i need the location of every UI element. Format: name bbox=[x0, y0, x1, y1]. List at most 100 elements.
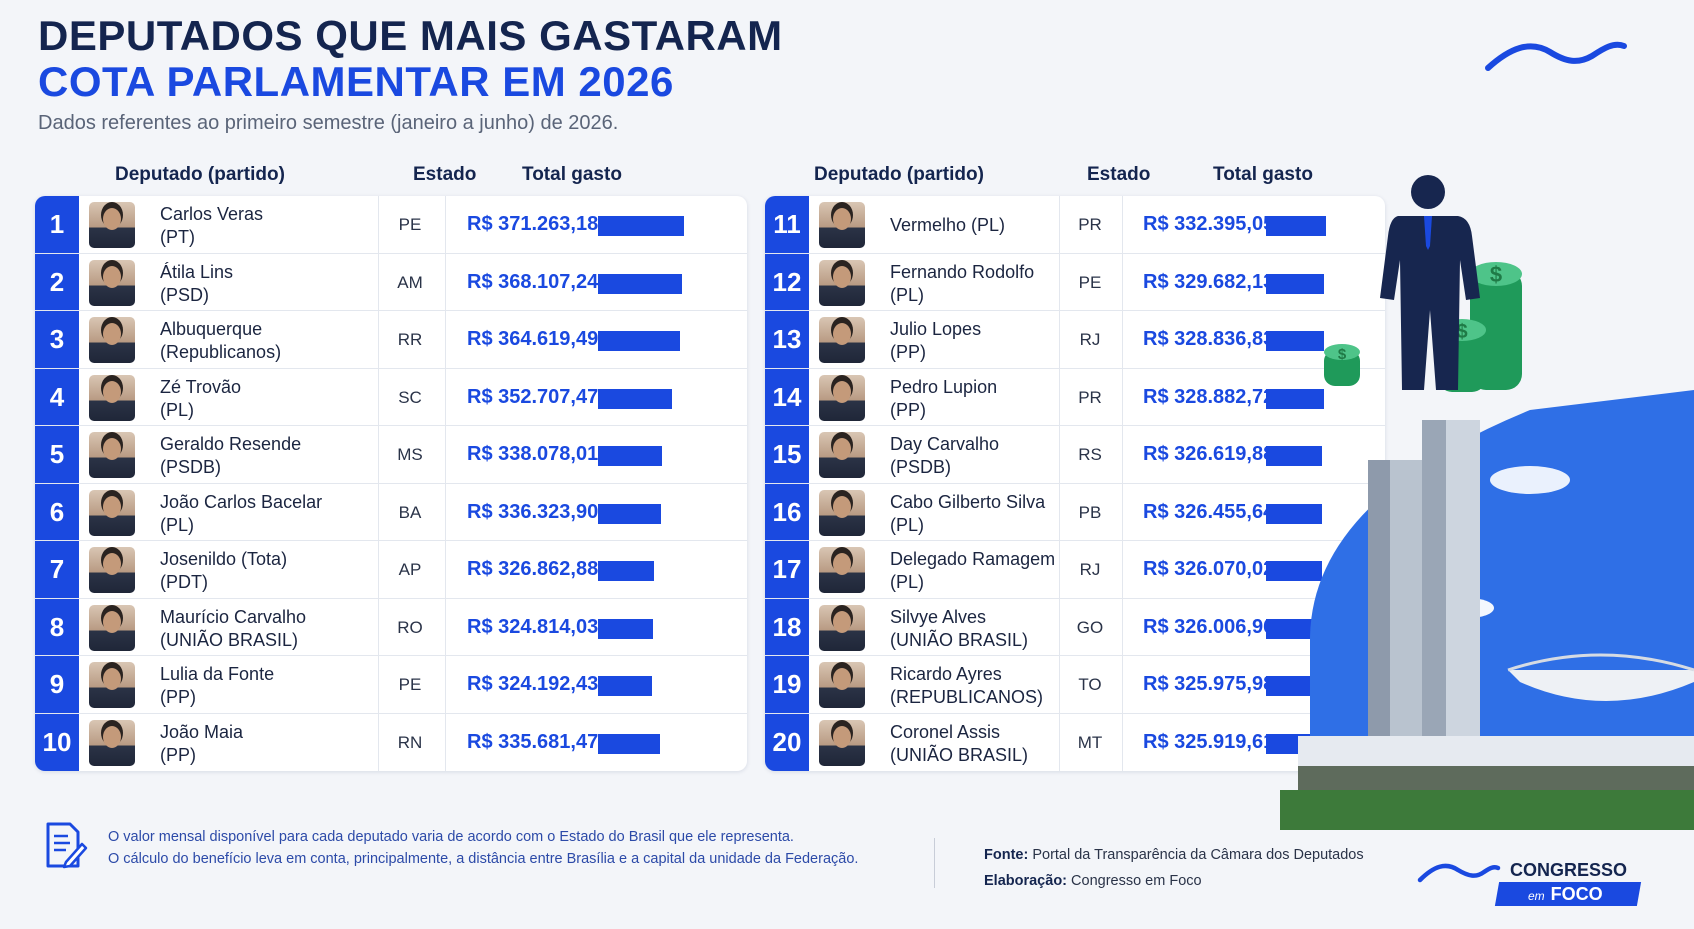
page-title-highlight: COTA PARLAMENTAR EM 2026 bbox=[38, 58, 674, 105]
deputy-party: (PP) bbox=[890, 342, 926, 362]
table-row: 3 Albuquerque (Republicanos) RR R$ 364.619,4… bbox=[35, 311, 747, 369]
avatar bbox=[819, 489, 865, 536]
column-divider bbox=[378, 368, 379, 425]
table-row: 16 Cabo Gilberto Silva (PL) PB R$ 326.455,64 bbox=[765, 483, 1385, 541]
rank-number: 19 bbox=[772, 669, 802, 699]
spending-bar bbox=[1266, 273, 1324, 294]
deputy-name: Albuquerque (Republicanos) bbox=[160, 318, 400, 364]
deputy-party: (PL) bbox=[160, 399, 195, 420]
total-spent: R$ 326.070,02 bbox=[1143, 558, 1275, 580]
deputy-name-text: Silvye Alves bbox=[890, 606, 987, 627]
state-code: RR bbox=[397, 330, 423, 349]
page-title: DEPUTADOS QUE MAIS GASTARAM bbox=[38, 12, 783, 59]
deputy-name: Geraldo Resende (PSDB) bbox=[160, 433, 400, 479]
deputy-name-text: Ricardo Ayres bbox=[890, 664, 1002, 684]
rank-band bbox=[765, 713, 809, 771]
rank-band bbox=[765, 253, 809, 310]
illustration: $ $ $ bbox=[1280, 175, 1694, 830]
deputy-party: (PP) bbox=[160, 687, 196, 707]
spending-bar bbox=[1266, 561, 1322, 581]
rank-band bbox=[35, 253, 79, 310]
column-divider bbox=[1122, 713, 1123, 771]
column-divider bbox=[1122, 598, 1123, 655]
footnote: O valor mensal disponível para cada depu… bbox=[108, 829, 859, 867]
deputy-name: Vermelho (PL) bbox=[890, 214, 1130, 237]
rank-band bbox=[765, 426, 809, 483]
spending-bar bbox=[1266, 216, 1326, 236]
deputy-party: (PP) bbox=[160, 744, 196, 765]
total-spent: R$ 332.395,05 bbox=[1143, 213, 1275, 235]
deputy-name: Ricardo Ayres (REPUBLICANOS) bbox=[890, 663, 1130, 709]
total-spent: R$ 371.263,18 bbox=[467, 213, 599, 235]
column-divider bbox=[1059, 196, 1060, 253]
column-divider bbox=[445, 368, 446, 425]
col-estado: Estado bbox=[413, 164, 477, 185]
deputy-party: (UNIÃO BRASIL) bbox=[160, 629, 299, 650]
avatar bbox=[819, 662, 865, 708]
deputy-party: (PL) bbox=[890, 572, 925, 592]
deputy-name-text: Átila Lins bbox=[160, 261, 234, 282]
table-row: 2 Átila Lins (PSD) AM R$ 368.107,24 bbox=[35, 253, 747, 311]
rank-band bbox=[35, 426, 79, 483]
avatar bbox=[819, 202, 865, 248]
congress-building-icon bbox=[1280, 390, 1694, 830]
deputy-name-text: Carlos Veras bbox=[160, 204, 264, 224]
deputy-name: Lulia da Fonte (PP) bbox=[160, 663, 400, 709]
wave-logo-icon bbox=[1485, 41, 1627, 71]
col-estado: Estado bbox=[1087, 164, 1151, 185]
total-spent: R$ 325.919,61 bbox=[1143, 730, 1275, 753]
rank-number: 6 bbox=[49, 496, 65, 527]
avatar bbox=[819, 317, 865, 363]
deputy-name: Delegado Ramagem (PL) bbox=[890, 548, 1130, 594]
deputy-party: (UNIÃO BRASIL) bbox=[890, 744, 1029, 765]
column-divider bbox=[1059, 713, 1060, 771]
state-code: RO bbox=[397, 617, 423, 637]
avatar bbox=[819, 374, 865, 421]
total-spent: R$ 324.814,03 bbox=[467, 615, 599, 638]
deputy-name: João Carlos Bacelar (PL) bbox=[160, 491, 400, 537]
column-divider bbox=[1059, 368, 1060, 425]
rank-number: 10 bbox=[42, 726, 72, 757]
rank-band bbox=[35, 483, 79, 540]
table-row: 15 Day Carvalho (PSDB) RS R$ 326.619,88 bbox=[765, 426, 1385, 484]
state-code: TO bbox=[1078, 675, 1102, 694]
table-body: 11 Vermelho (PL) PR R$ 332.395,05 12 Fernando… bbox=[765, 196, 1385, 771]
state-code: RS bbox=[1078, 445, 1102, 464]
column-divider bbox=[378, 483, 379, 540]
rank-band bbox=[35, 368, 79, 425]
rank-number: 11 bbox=[773, 209, 801, 239]
state-code: RN bbox=[397, 732, 423, 752]
avatar bbox=[89, 662, 135, 708]
column-divider bbox=[445, 426, 446, 483]
total-spent: R$ 324.192,43 bbox=[467, 673, 599, 695]
deputy-name-text: Josenildo (Tota) bbox=[160, 549, 288, 569]
rank-number: 1 bbox=[49, 209, 65, 239]
state-code: AP bbox=[398, 560, 422, 579]
ranking-table-right: Deputado (partido) Estado Total gasto 11… bbox=[765, 158, 1385, 771]
table-row: 19 Ricardo Ayres (REPUBLICANOS) TO R$ 325.97… bbox=[765, 656, 1385, 714]
column-divider bbox=[1122, 483, 1123, 540]
spending-bar bbox=[1266, 676, 1322, 696]
avatar bbox=[89, 489, 135, 536]
deputy-name: Coronel Assis (UNIÃO BRASIL) bbox=[890, 721, 1130, 767]
column-divider bbox=[445, 541, 446, 598]
rank-band bbox=[765, 311, 809, 368]
column-divider bbox=[1122, 541, 1123, 598]
deputy-name-text: Day Carvalho bbox=[890, 434, 1000, 454]
deputy-party: (PSD) bbox=[160, 284, 209, 305]
column-divider bbox=[445, 311, 446, 368]
deputy-name-text: Fernando Rodolfo bbox=[890, 261, 1035, 282]
col-deputado: Deputado (partido) bbox=[115, 164, 285, 185]
total-spent: R$ 352.707,47 bbox=[467, 385, 599, 408]
rank-band bbox=[765, 483, 809, 540]
avatar bbox=[819, 719, 865, 766]
column-divider bbox=[378, 196, 379, 253]
column-divider bbox=[1059, 483, 1060, 540]
rank-number: 13 bbox=[772, 324, 802, 354]
state-code: PE bbox=[1078, 272, 1102, 292]
column-divider bbox=[445, 483, 446, 540]
column-divider bbox=[378, 713, 379, 771]
deputy-name: Cabo Gilberto Silva (PL) bbox=[890, 491, 1130, 537]
column-divider bbox=[445, 598, 446, 655]
total-spent: R$ 364.619,49 bbox=[467, 328, 599, 350]
